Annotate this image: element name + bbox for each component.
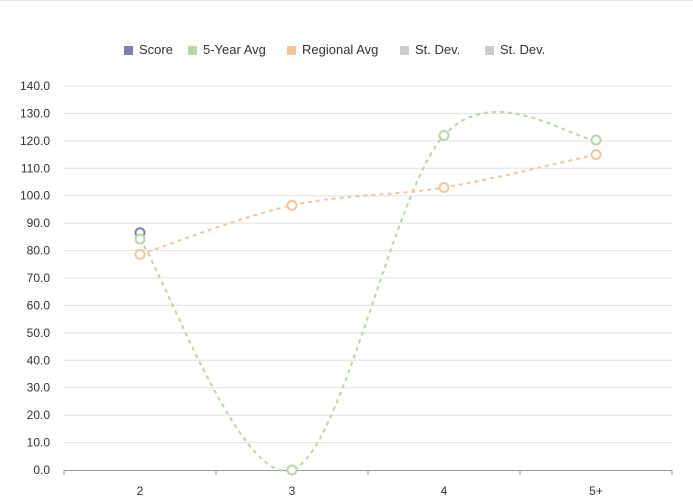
regional-avg-point — [286, 199, 298, 211]
5-year-avg-point — [286, 464, 298, 476]
5-year-avg-point — [134, 233, 146, 245]
y-tick-label: 130.0 — [20, 106, 50, 120]
x-axis — [63, 470, 673, 475]
5-year-avg-point — [438, 129, 450, 141]
legend-swatch — [124, 46, 133, 55]
x-tick-label: 4 — [441, 484, 448, 498]
y-tick-label: 80.0 — [27, 244, 51, 258]
y-tick-label: 0.0 — [33, 463, 50, 477]
y-tick-label: 120.0 — [20, 134, 50, 148]
legend-label: St. Dev. — [415, 42, 460, 57]
regional-avg-point — [134, 248, 146, 260]
y-axis-tick-labels: 0.0 10.0 20.0 30.0 40.0 50.0 60.0 70.0 80.0 90.0 1… — [20, 79, 50, 477]
y-tick-label: 10.0 — [27, 436, 51, 450]
y-tick-label: 110.0 — [21, 161, 50, 175]
y-tick-label: 100.0 — [20, 189, 50, 203]
regional-avg-point — [590, 149, 602, 161]
y-tick-label: 30.0 — [27, 381, 51, 395]
legend-label: Score — [139, 42, 173, 57]
5-year-avg-line — [139, 110, 597, 472]
regional-avg-line — [139, 153, 597, 256]
y-tick-label: 70.0 — [27, 271, 51, 285]
y-tick-label: 20.0 — [27, 408, 51, 422]
x-tick-label: 3 — [289, 484, 296, 498]
legend-swatch — [287, 46, 296, 55]
x-tick-label: 2 — [137, 484, 144, 498]
gridlines — [64, 85, 672, 444]
5-year-avg-point — [590, 134, 602, 146]
regional-avg-point — [438, 181, 450, 193]
x-tick-label: 5+ — [589, 484, 603, 498]
legend-swatch — [400, 46, 409, 55]
legend-swatch — [485, 46, 494, 55]
legend-label: 5-Year Avg — [203, 42, 266, 57]
y-tick-label: 140.0 — [20, 79, 50, 93]
legend-label: St. Dev. — [500, 42, 545, 57]
y-tick-label: 50.0 — [27, 326, 51, 340]
legend: Score 5-Year Avg Regional Avg St. Dev. St. D… — [124, 42, 545, 57]
x-axis-tick-labels: 2 3 4 5+ — [137, 484, 603, 498]
series-lines — [139, 110, 597, 472]
series-points — [134, 129, 602, 476]
y-tick-label: 60.0 — [27, 298, 51, 312]
y-tick-label: 90.0 — [27, 216, 51, 230]
y-tick-label: 40.0 — [27, 353, 51, 367]
legend-label: Regional Avg — [302, 42, 378, 57]
legend-swatch — [188, 46, 197, 55]
